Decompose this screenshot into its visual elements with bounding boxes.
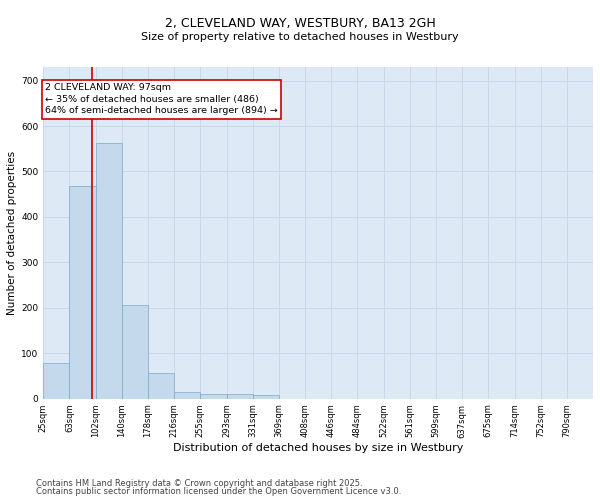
X-axis label: Distribution of detached houses by size in Westbury: Distribution of detached houses by size …	[173, 443, 463, 453]
Bar	[70, 186, 95, 398]
Text: Size of property relative to detached houses in Westbury: Size of property relative to detached ho…	[141, 32, 459, 42]
Y-axis label: Number of detached properties: Number of detached properties	[7, 150, 17, 315]
Text: 2 CLEVELAND WAY: 97sqm
← 35% of detached houses are smaller (486)
64% of semi-de: 2 CLEVELAND WAY: 97sqm ← 35% of detached…	[46, 83, 278, 116]
Bar	[122, 304, 148, 398]
Text: Contains HM Land Registry data © Crown copyright and database right 2025.: Contains HM Land Registry data © Crown c…	[36, 478, 362, 488]
Bar	[227, 394, 253, 398]
Text: 2, CLEVELAND WAY, WESTBURY, BA13 2GH: 2, CLEVELAND WAY, WESTBURY, BA13 2GH	[164, 18, 436, 30]
Bar	[95, 143, 122, 399]
Bar	[174, 392, 200, 398]
Bar	[200, 394, 227, 398]
Bar	[148, 372, 174, 398]
Bar	[253, 395, 279, 398]
Bar	[43, 363, 70, 398]
Text: Contains public sector information licensed under the Open Government Licence v3: Contains public sector information licen…	[36, 487, 401, 496]
